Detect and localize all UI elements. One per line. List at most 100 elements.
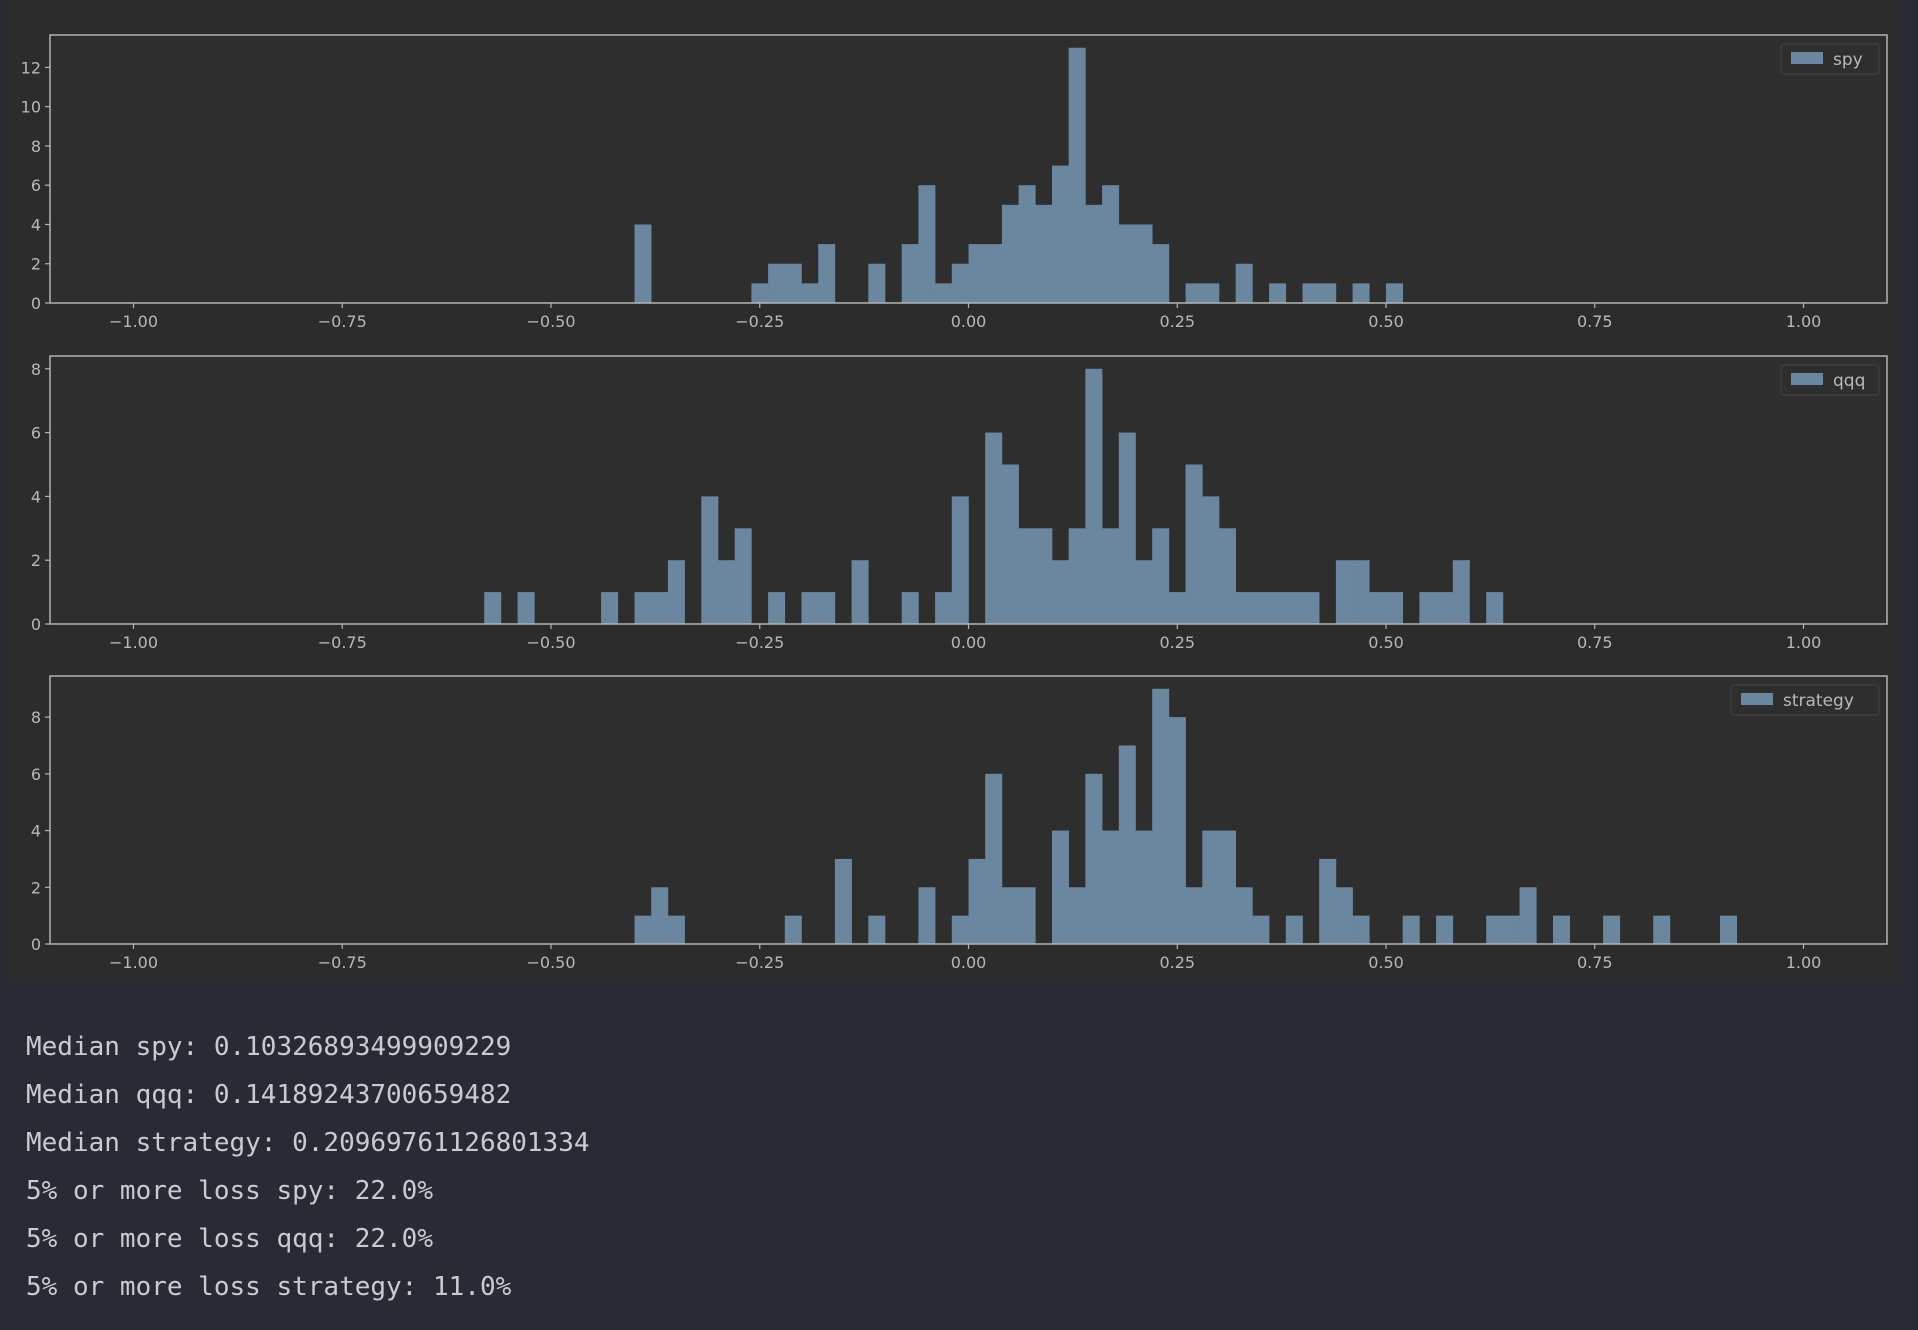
histogram-bar: [1001, 204, 1019, 303]
histogram-bar: [1653, 915, 1671, 944]
output-loss-spy: 5% or more loss spy: 22.0%: [26, 1176, 433, 1206]
histogram-bar: [1302, 592, 1320, 624]
histogram-bar: [985, 773, 1003, 944]
histogram-bar: [1436, 915, 1454, 944]
histogram-bar: [1252, 592, 1270, 624]
histogram-bar: [951, 496, 969, 624]
histogram-bar: [634, 224, 652, 303]
y-tick-label: 8: [31, 360, 41, 379]
histogram-bar: [1185, 887, 1203, 944]
legend-box: [1780, 364, 1880, 396]
histogram-bar: [851, 560, 869, 624]
histogram-bar: [784, 263, 802, 303]
x-tick-label: 1.00: [1786, 953, 1822, 972]
histogram-bar: [768, 592, 786, 624]
x-tick-label: 0.75: [1577, 953, 1613, 972]
x-tick-label: 0.00: [951, 953, 987, 972]
histogram-bar: [868, 915, 886, 944]
histogram-bar: [1319, 858, 1337, 944]
histogram-bar: [1352, 283, 1370, 303]
histogram-bar: [1102, 528, 1120, 624]
histogram-bar: [818, 244, 836, 303]
x-tick-label: −0.25: [735, 953, 784, 972]
y-tick-label: 6: [31, 424, 41, 443]
histogram-bar: [1502, 915, 1520, 944]
histogram-bar: [801, 283, 819, 303]
x-tick-label: 0.25: [1159, 953, 1195, 972]
histogram-bar: [1335, 887, 1353, 944]
histogram-bar: [1035, 204, 1053, 303]
histogram-bar: [1486, 592, 1504, 624]
histogram-bar: [1402, 915, 1420, 944]
histogram-bar: [1085, 204, 1103, 303]
x-tick-label: 0.25: [1159, 633, 1195, 652]
x-tick-label: −0.75: [318, 633, 367, 652]
histogram-bar: [1168, 717, 1186, 944]
histogram-bar: [1185, 464, 1203, 624]
legend-box: [1730, 684, 1880, 716]
histogram-bar: [1419, 592, 1437, 624]
histogram-bar: [1319, 283, 1337, 303]
histogram-bar: [935, 283, 953, 303]
histogram-bar: [1168, 592, 1186, 624]
histogram-bar: [1018, 887, 1036, 944]
y-tick-label: 8: [31, 708, 41, 727]
histogram-bar: [1068, 887, 1086, 944]
histogram-bar: [1052, 165, 1069, 303]
histogram-bar: [1486, 915, 1504, 944]
x-tick-label: −1.00: [109, 633, 158, 652]
histogram-bar: [768, 263, 786, 303]
histogram-bar: [985, 432, 1003, 624]
histogram-bar: [801, 592, 819, 624]
histogram-bar: [918, 185, 936, 303]
histogram-bar: [1118, 224, 1136, 303]
legend-label: qqq: [1833, 371, 1865, 391]
histogram-bar: [1085, 368, 1103, 624]
histogram-bar: [1603, 915, 1621, 944]
x-tick-label: −0.50: [526, 312, 575, 331]
histogram-bar: [517, 592, 535, 624]
histogram-bar: [1386, 592, 1403, 624]
histogram-bar: [651, 887, 669, 944]
x-tick-label: 0.50: [1368, 312, 1404, 331]
x-tick-label: 1.00: [1786, 633, 1822, 652]
histogram-bar: [1219, 830, 1236, 944]
histogram-bar: [1519, 887, 1537, 944]
histogram-bar: [1152, 688, 1170, 944]
x-tick-label: 0.50: [1368, 953, 1404, 972]
y-tick-label: 4: [31, 822, 41, 841]
y-tick-label: 0: [31, 615, 41, 634]
x-tick-label: 0.00: [951, 633, 987, 652]
y-tick-label: 6: [31, 176, 41, 195]
x-tick-label: 1.00: [1786, 312, 1822, 331]
histogram-bar: [834, 858, 852, 944]
legend-box: [1780, 43, 1880, 75]
histogram-bar: [1436, 592, 1454, 624]
histogram-bar: [1135, 830, 1153, 944]
histogram-bar: [868, 263, 886, 303]
histogram-bar: [1202, 496, 1220, 624]
x-tick-label: 0.75: [1577, 312, 1613, 331]
histogram-bar: [1052, 560, 1069, 624]
subplot-spy: −1.00 −0.75 −0.50 −0.25 0.00 0.25 0.50 0.75 1.00…: [21, 34, 1888, 331]
x-tick-label: −0.75: [318, 953, 367, 972]
histogram-bar: [701, 496, 719, 624]
y-tick-label: 2: [31, 878, 41, 897]
y-tick-label: 10: [21, 98, 41, 117]
histogram-bar: [1252, 915, 1270, 944]
histogram-bar: [968, 858, 986, 944]
x-tick-label: 0.25: [1159, 312, 1195, 331]
legend-swatch: [1791, 373, 1823, 385]
histogram-bar: [1135, 224, 1153, 303]
histogram-bar: [985, 244, 1003, 303]
histogram-bar: [734, 528, 752, 624]
histogram-bar: [484, 592, 502, 624]
output-loss-qqq: 5% or more loss qqq: 22.0%: [26, 1224, 433, 1254]
histogram-bar: [1068, 528, 1086, 624]
histogram-bar: [751, 283, 769, 303]
histogram-bar: [1386, 283, 1403, 303]
y-tick-label: 4: [31, 487, 41, 506]
histogram-bar: [1302, 283, 1320, 303]
y-tick-label: 4: [31, 215, 41, 234]
y-tick-label: 2: [31, 551, 41, 570]
